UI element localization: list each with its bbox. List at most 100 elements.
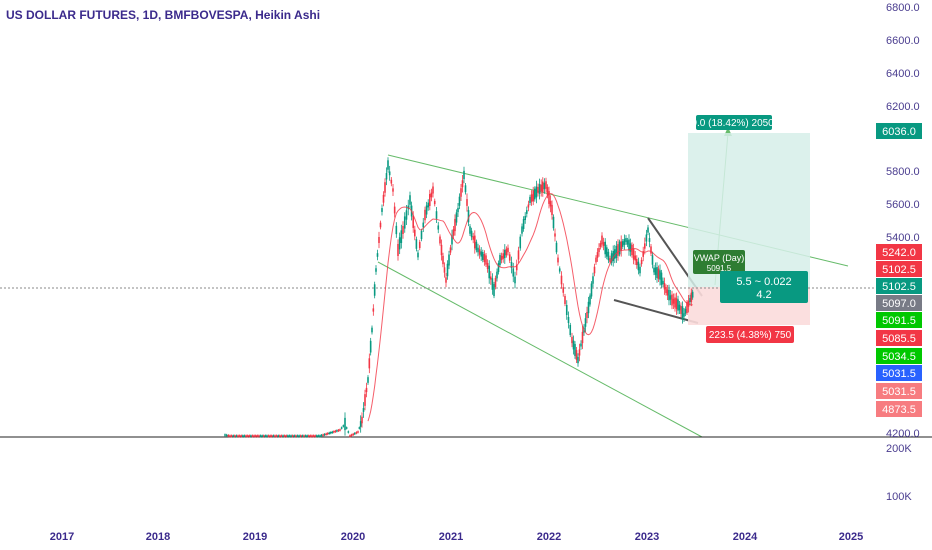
candle-body <box>496 271 498 279</box>
ratio-line-2: 4.2 <box>756 289 771 301</box>
candle-body <box>319 435 321 437</box>
candle-body <box>229 435 231 437</box>
stop-label-box[interactable] <box>706 326 794 343</box>
time-tick: 2020 <box>341 531 365 543</box>
time-tick: 2017 <box>50 531 74 543</box>
candle-body <box>358 427 361 429</box>
candle-body <box>491 278 494 290</box>
candle-body <box>283 435 286 437</box>
candle-body <box>678 304 681 311</box>
candle-body <box>420 230 423 240</box>
candle-body <box>614 249 616 259</box>
stop-label: 223.5 (4.38%) 750 <box>709 330 792 341</box>
candle-body <box>500 255 503 261</box>
candle-body <box>445 277 447 283</box>
candle-body <box>575 350 578 360</box>
candle-body <box>626 240 629 245</box>
candle-body <box>425 205 428 215</box>
candle-body <box>596 252 599 258</box>
candle-body <box>639 266 641 274</box>
candle-body <box>414 229 416 237</box>
candle-body <box>301 435 304 437</box>
candle-body <box>522 219 525 229</box>
price-tick: 5600.0 <box>886 199 920 211</box>
candle-body <box>375 268 377 272</box>
candle-body <box>690 292 693 302</box>
candle-body <box>512 268 515 277</box>
candle-body <box>326 432 329 435</box>
price-tick: 6200.0 <box>886 101 920 113</box>
time-tick: 2025 <box>839 531 863 543</box>
candle-body <box>647 227 649 233</box>
candle-body <box>347 431 350 433</box>
candle-body <box>560 275 563 285</box>
candle-body <box>657 268 660 279</box>
price-tag-label: 5091.5 <box>882 315 916 327</box>
moving-average-line <box>367 193 693 422</box>
candle-body <box>562 287 565 293</box>
candle-body <box>309 435 312 437</box>
candle-body <box>590 283 593 297</box>
price-tick: 6600.0 <box>886 35 920 47</box>
candle-body <box>312 435 315 437</box>
candle-body <box>254 435 257 437</box>
candle-body <box>409 195 411 205</box>
candle-body <box>334 430 337 433</box>
candle-body <box>277 435 280 437</box>
price-tag-label: 5031.5 <box>882 368 916 380</box>
candle-body <box>342 425 345 427</box>
candle-body <box>307 435 310 437</box>
candle-body <box>467 210 470 223</box>
price-tick: 6800.0 <box>886 2 920 14</box>
candle-body <box>457 207 459 213</box>
price-axis[interactable]: 6800.0 6600.0 6400.0 6200.0 5800.0 5600.… <box>886 2 920 440</box>
candle-body <box>395 225 398 235</box>
candle-body <box>632 248 635 260</box>
candle-body <box>480 251 482 257</box>
candle-body <box>542 181 544 193</box>
candle-body <box>359 421 362 427</box>
time-tick: 2019 <box>243 531 267 543</box>
time-axis[interactable]: 2017 2018 2019 2020 2021 2022 2023 2024 … <box>50 531 863 543</box>
price-tag-box <box>876 244 922 260</box>
candle-body <box>381 208 383 212</box>
candle-body <box>623 239 626 245</box>
price-tag-box <box>876 295 922 311</box>
candle-body <box>400 230 403 244</box>
candle-body <box>464 185 467 193</box>
price-tick: 5800.0 <box>886 166 920 178</box>
candle-body <box>337 429 340 432</box>
target-label-box[interactable] <box>696 115 772 130</box>
candle-body <box>437 225 440 230</box>
price-tag-label: 5102.5 <box>882 264 916 276</box>
candle-body <box>615 245 618 259</box>
time-tick: 2024 <box>733 531 758 543</box>
candle-body <box>648 238 651 242</box>
vwap-box[interactable] <box>693 250 745 274</box>
candle-body <box>432 186 434 194</box>
candle-body <box>656 267 658 278</box>
ratio-box[interactable] <box>720 271 808 303</box>
candle-body <box>545 181 547 189</box>
candle-body <box>393 206 396 214</box>
candle-body <box>452 229 455 236</box>
candle-body <box>530 194 533 202</box>
candle-body <box>686 302 688 313</box>
candle-body <box>540 184 542 192</box>
candle-body <box>537 186 539 194</box>
candle-body <box>607 251 610 261</box>
candle-body <box>266 435 268 437</box>
candle-body <box>258 435 260 437</box>
candle-body <box>565 304 568 316</box>
price-tag-label: 5034.5 <box>882 351 916 363</box>
candle-body <box>617 244 619 256</box>
candle-body <box>442 255 444 265</box>
price-tag-label: 5097.0 <box>882 298 916 310</box>
candle-body <box>340 427 343 429</box>
candle-body <box>315 435 318 437</box>
candle-body <box>460 188 462 197</box>
candle-body <box>295 435 297 437</box>
candle-body <box>595 257 597 263</box>
lower-channel-line[interactable] <box>377 261 703 438</box>
